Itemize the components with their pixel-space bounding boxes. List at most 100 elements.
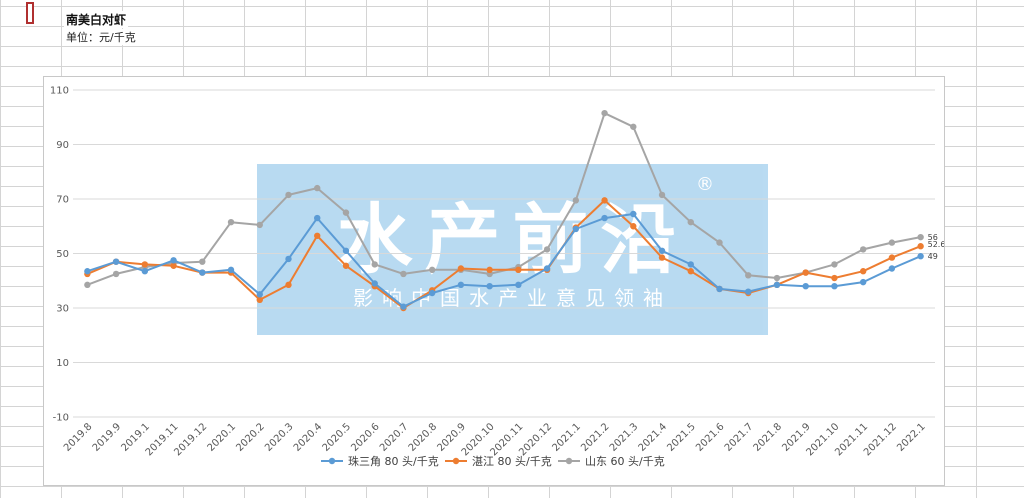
data-point xyxy=(457,281,465,289)
data-point xyxy=(888,265,896,272)
legend-label: 湛江 80 头/千克 xyxy=(472,455,552,468)
legend-item: 山东 60 头/千克 xyxy=(558,455,665,468)
legend-swatch-marker xyxy=(452,457,460,465)
sheet-unit-label: 单位：元/千克 xyxy=(64,29,138,45)
data-point xyxy=(859,268,867,275)
data-point xyxy=(572,225,580,233)
series-0 xyxy=(84,210,924,310)
data-point xyxy=(400,303,407,310)
data-point xyxy=(687,218,694,226)
data-point xyxy=(256,296,263,304)
data-point xyxy=(658,247,666,254)
data-point xyxy=(141,261,149,268)
data-point xyxy=(630,223,637,230)
legend-item: 珠三角 80 头/千克 xyxy=(321,454,439,468)
data-point xyxy=(199,269,206,276)
x-tick-label: 2020.4 xyxy=(292,421,325,454)
data-point xyxy=(773,274,781,282)
data-point xyxy=(428,266,436,274)
x-tick-label: 2021.2 xyxy=(579,421,612,454)
end-data-labels: 49 52.6756 xyxy=(928,233,944,261)
data-point xyxy=(170,262,177,269)
x-tick-label: 2020.5 xyxy=(321,421,354,454)
x-tick-label: 2021.8 xyxy=(752,421,785,454)
data-point xyxy=(285,191,292,199)
data-point xyxy=(457,265,465,272)
data-point xyxy=(831,283,838,290)
data-point xyxy=(428,289,436,297)
y-tick-label: 110 xyxy=(50,86,69,97)
data-point xyxy=(601,214,608,222)
data-point xyxy=(859,278,867,286)
data-point xyxy=(170,257,177,264)
data-point xyxy=(687,268,694,275)
y-tick-label: 10 xyxy=(56,358,69,369)
data-point xyxy=(543,265,551,272)
legend-swatch-marker xyxy=(328,457,336,465)
data-point xyxy=(486,283,493,290)
data-point xyxy=(256,221,263,229)
data-point xyxy=(601,109,608,117)
watermark-registered-mark: ® xyxy=(696,174,714,195)
data-point xyxy=(917,243,924,250)
y-tick-label: 50 xyxy=(56,249,69,260)
x-tick-label: 2021.6 xyxy=(694,421,727,454)
series-lines xyxy=(84,109,924,312)
data-point xyxy=(802,283,809,290)
data-point xyxy=(314,214,321,222)
y-axis-ticks: -10 10 30 50 70 90 110 xyxy=(50,86,69,424)
data-point xyxy=(917,233,924,241)
chart-frame[interactable]: 水产前沿 ® 影响中国水产业意见领袖 -10 10 30 50 70 90 110 2019… xyxy=(43,76,945,486)
data-point xyxy=(285,281,292,289)
x-tick-label: 2019.8 xyxy=(62,421,95,454)
data-point xyxy=(572,197,580,204)
series-line xyxy=(87,199,921,309)
data-point xyxy=(601,197,608,204)
data-point xyxy=(256,291,263,298)
data-point xyxy=(371,280,378,287)
data-point xyxy=(486,266,493,274)
x-tick-label: 2021.5 xyxy=(665,421,698,454)
data-point xyxy=(745,288,752,295)
legend-item: 湛江 80 头/千克 xyxy=(445,455,552,468)
x-tick-label: 2020.3 xyxy=(263,421,296,454)
data-point xyxy=(745,272,752,279)
x-tick-label: 2020.7 xyxy=(378,421,411,454)
x-tick-label: 2019.9 xyxy=(91,421,124,454)
line-chart: -10 10 30 50 70 90 110 2019.82019.92019.12019.… xyxy=(50,86,944,469)
data-point xyxy=(141,268,149,275)
y-tick-label: -10 xyxy=(53,413,69,424)
data-point xyxy=(342,247,350,254)
x-tick-label: 2021.7 xyxy=(723,421,756,454)
data-point xyxy=(342,262,350,269)
data-point xyxy=(687,261,694,268)
data-point xyxy=(543,246,551,253)
data-point xyxy=(227,218,235,226)
x-tick-label: 2021.4 xyxy=(637,421,670,454)
end-data-label: 52.67 xyxy=(928,240,944,249)
gridlines xyxy=(73,89,935,418)
legend-swatch-marker xyxy=(565,457,573,465)
data-point xyxy=(84,281,91,289)
data-point xyxy=(658,191,666,199)
data-point xyxy=(112,270,120,278)
y-tick-label: 70 xyxy=(56,195,69,206)
selected-cell-marker[interactable] xyxy=(26,2,34,24)
data-point xyxy=(831,261,838,268)
data-point xyxy=(342,209,350,216)
data-point xyxy=(630,210,637,218)
data-point xyxy=(515,281,522,289)
end-data-label: 56 xyxy=(928,233,938,242)
x-tick-label: 2020.1 xyxy=(206,421,239,454)
data-point xyxy=(630,123,637,130)
data-point xyxy=(658,254,666,261)
data-point xyxy=(400,270,407,278)
data-point xyxy=(859,246,867,253)
y-tick-label: 30 xyxy=(56,304,69,315)
data-point xyxy=(888,254,896,261)
x-tick-label: 2022.1 xyxy=(895,421,928,454)
x-tick-label: 2020.8 xyxy=(407,421,440,454)
data-point xyxy=(831,274,838,282)
data-point xyxy=(199,258,206,265)
data-point xyxy=(227,266,235,274)
